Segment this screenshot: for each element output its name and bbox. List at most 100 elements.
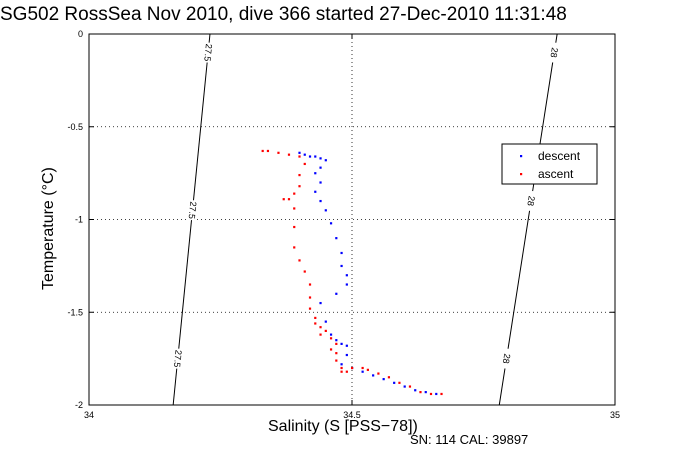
descent-point xyxy=(298,151,301,154)
descent-point xyxy=(319,301,322,305)
descent-point xyxy=(340,264,343,268)
ascent-point xyxy=(387,376,391,379)
ascent-point xyxy=(324,329,327,332)
descent-point xyxy=(345,283,348,286)
ascent-point xyxy=(314,322,317,325)
descent-point xyxy=(414,389,417,392)
isopycnal-lines: 27.5 27.5 27.5 28 28 28 xyxy=(171,33,561,406)
ascent-point xyxy=(351,366,354,370)
isopycnal-label: 28 xyxy=(500,347,513,370)
ascent-point xyxy=(298,185,301,188)
ascent-point xyxy=(408,385,412,388)
descent-point xyxy=(345,344,348,347)
ascent-point xyxy=(377,372,380,375)
descent-point xyxy=(319,166,322,169)
y-axis-label: Temperature (°C) xyxy=(40,167,57,290)
ascent-point xyxy=(298,259,301,262)
descent-point xyxy=(324,209,327,212)
descent-point xyxy=(314,190,317,193)
ascent-point xyxy=(398,381,401,384)
legend-marker-ascent xyxy=(520,173,523,176)
ascent-point xyxy=(340,370,343,373)
isopycnal-label-text: 27.5 xyxy=(172,349,184,367)
descent-point xyxy=(340,363,343,366)
isopycnal-label-bg xyxy=(171,348,184,370)
descent-point xyxy=(314,155,317,158)
ascent-point xyxy=(293,246,296,249)
x-tick-label: 35 xyxy=(610,410,620,420)
y-tick-label: -1.5 xyxy=(67,307,83,317)
isopycnal-label: 27.5 xyxy=(202,42,215,63)
isopycnal-label: 28 xyxy=(547,41,561,64)
ascent-point xyxy=(366,368,369,371)
x-tick-label: 34.5 xyxy=(343,410,361,420)
ascent-point xyxy=(440,392,443,396)
ascent-point xyxy=(293,192,296,195)
descent-point xyxy=(382,378,385,381)
ascent-point xyxy=(361,366,364,370)
ascent-point xyxy=(287,198,291,201)
isopycnal-label-text: 27.5 xyxy=(202,43,214,61)
ascent-point xyxy=(335,359,338,362)
isopycnal-label-bg xyxy=(500,347,513,370)
ascent-point xyxy=(293,207,296,210)
legend-label-ascent: ascent xyxy=(538,167,574,181)
descent-point xyxy=(319,157,322,160)
ascent-point xyxy=(293,225,296,229)
descent-point xyxy=(345,353,348,357)
ascent-point xyxy=(319,333,322,336)
descent-point xyxy=(393,381,396,384)
descent-point xyxy=(329,333,333,336)
ascent-point xyxy=(298,173,301,177)
isopycnal-label-bg xyxy=(547,41,561,64)
ascent-point xyxy=(345,370,348,373)
descent-point xyxy=(335,339,338,342)
isopycnal-label-text: 27.5 xyxy=(187,201,199,219)
ascent-point xyxy=(308,283,312,286)
descent-point xyxy=(329,222,333,225)
axes: 34 34.5 35 0 -0.5 -1 -1.5 -2 xyxy=(67,29,620,420)
x-tick-label: 34 xyxy=(84,410,94,420)
descent-point xyxy=(308,155,312,158)
descent-point xyxy=(435,392,438,396)
descent-point xyxy=(319,181,322,184)
ascent-point xyxy=(282,198,285,201)
isopycnal-label: 27.5 xyxy=(171,348,184,370)
isopycnal-label-bg xyxy=(202,42,215,63)
descent-point xyxy=(335,237,338,240)
ascent-point xyxy=(340,366,343,370)
ascent-point xyxy=(298,155,301,158)
isopycnal-line xyxy=(498,33,558,406)
isopycnal-label: 28 xyxy=(524,190,538,212)
footer-text: SN: 114 CAL: 39897 xyxy=(410,432,529,447)
ascent-point xyxy=(329,348,333,351)
descent-point xyxy=(314,172,317,175)
ascent-point xyxy=(287,153,291,156)
descent-point xyxy=(361,370,364,373)
descent-point xyxy=(303,153,306,156)
descent-point xyxy=(403,385,406,388)
ascent-point xyxy=(266,149,270,153)
ascent-point xyxy=(261,149,264,153)
plot-area xyxy=(88,33,616,406)
y-tick-label: -2 xyxy=(75,400,83,410)
descent-point xyxy=(319,199,322,203)
descent-point xyxy=(424,391,427,394)
ascent-point xyxy=(303,162,306,166)
descent-point xyxy=(324,320,327,323)
legend-marker-descent xyxy=(520,155,523,158)
ascent-point xyxy=(335,342,338,345)
chart-title: SG502 RossSea Nov 2010, dive 366 started… xyxy=(0,4,567,25)
ascent-point xyxy=(429,392,433,396)
legend: descent ascent xyxy=(501,143,598,185)
descent-point xyxy=(372,374,375,377)
descent-point xyxy=(324,159,327,162)
data-points xyxy=(261,149,443,396)
ascent-point xyxy=(308,296,312,299)
isopycnal-label-bg xyxy=(186,199,199,221)
isopycnal-label-text: 28 xyxy=(501,353,512,364)
legend-label-descent: descent xyxy=(538,149,581,163)
ascent-point xyxy=(277,151,280,154)
isopycnal-label-bg xyxy=(524,190,538,212)
